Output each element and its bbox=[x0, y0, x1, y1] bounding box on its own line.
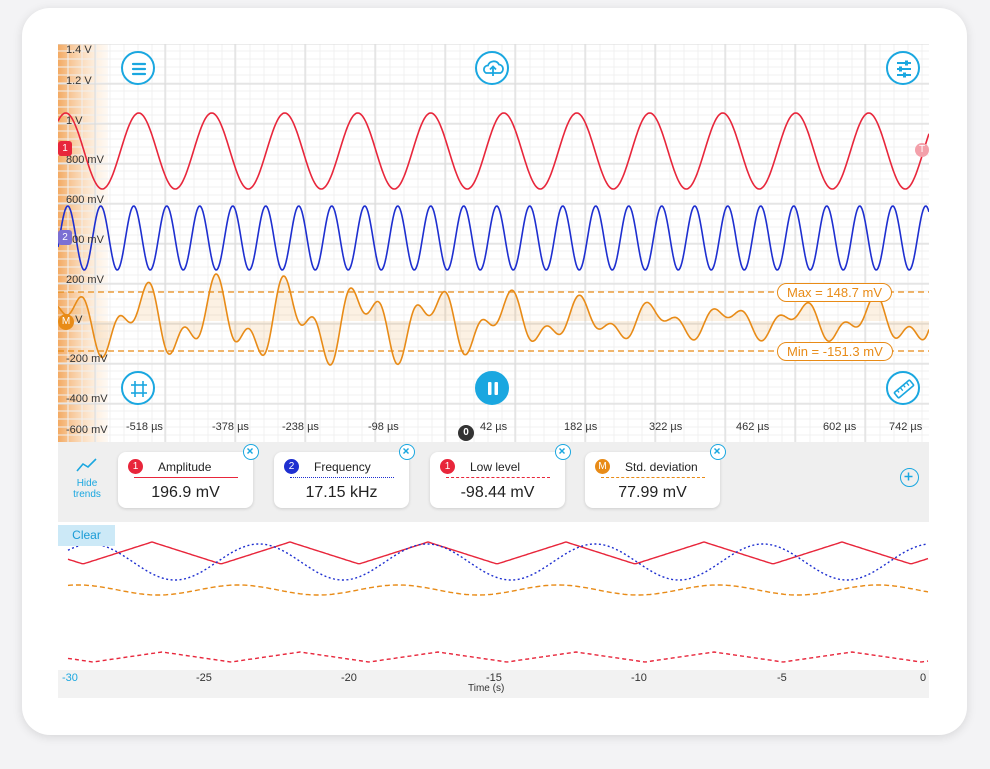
measurement-card-low-level[interactable]: 1 Low level -98.44 mV bbox=[430, 444, 571, 508]
voltage-tick-label: 1 V bbox=[66, 115, 83, 127]
std-deviation-trend bbox=[67, 584, 929, 596]
voltage-tick-label: 200 mV bbox=[66, 274, 104, 286]
time-tick-label: 322 µs bbox=[649, 421, 683, 433]
legend-line bbox=[134, 477, 238, 478]
trend-x-tick: -25 bbox=[196, 672, 212, 684]
time-tick-label: 462 µs bbox=[736, 421, 770, 433]
trend-x-tick: 0 bbox=[920, 672, 927, 684]
voltage-tick-label: -400 mV bbox=[66, 393, 108, 405]
measurements-bar: Hide trends 1 Amplitude 196.9 mV 2 Frequ… bbox=[58, 442, 929, 522]
voltage-tick-label: 1.2 V bbox=[66, 75, 92, 87]
measurement-value: -98.44 mV bbox=[460, 484, 535, 501]
trend-canvas bbox=[67, 541, 929, 663]
channel-badge: 2 bbox=[284, 459, 299, 474]
voltage-tick-label: 1.4 V bbox=[66, 44, 92, 56]
channel-1-marker[interactable]: 1 bbox=[58, 141, 72, 156]
hide-trends-label: Hide trends bbox=[73, 478, 101, 500]
trend-x-tick: -5 bbox=[777, 672, 787, 684]
voltage-tick-label: -200 mV bbox=[66, 353, 108, 365]
measurement-name: Std. deviation bbox=[625, 460, 698, 474]
close-icon[interactable] bbox=[555, 444, 571, 460]
trend-x-tick: -20 bbox=[341, 672, 357, 684]
pause-icon[interactable] bbox=[475, 371, 509, 405]
ruler-icon[interactable] bbox=[886, 371, 920, 405]
time-tick-label: -518 µs bbox=[126, 421, 163, 433]
legend-line bbox=[446, 477, 550, 478]
channel-2-marker[interactable]: 2 bbox=[58, 230, 72, 245]
math-channel-marker[interactable]: M bbox=[58, 314, 74, 330]
low-level-trend bbox=[67, 651, 929, 663]
trend-icon bbox=[76, 458, 97, 472]
trend-axis-title: Time (s) bbox=[468, 683, 505, 694]
measurement-value: 77.99 mV bbox=[618, 484, 687, 501]
channel-2-waveform bbox=[58, 205, 929, 271]
measurement-name: Amplitude bbox=[158, 460, 212, 474]
hide-trends-button[interactable]: Hide trends bbox=[62, 455, 112, 500]
frequency-trend bbox=[67, 543, 929, 581]
time-tick-label: -238 µs bbox=[282, 421, 319, 433]
legend-line bbox=[601, 477, 705, 478]
voltage-tick-label: 800 mV bbox=[66, 154, 104, 166]
legend-line bbox=[290, 477, 394, 478]
math-waveform bbox=[58, 273, 929, 366]
amplitude-trend bbox=[67, 541, 929, 565]
measurement-name: Low level bbox=[470, 460, 521, 474]
time-tick-label: 602 µs bbox=[823, 421, 857, 433]
time-tick-label: 42 µs bbox=[480, 421, 508, 433]
measurement-card-std-deviation[interactable]: M Std. deviation 77.99 mV bbox=[585, 444, 726, 508]
close-icon[interactable] bbox=[399, 444, 415, 460]
trend-time-axis: -30 -25 -20 -15 -10 -5 0 Time (s) bbox=[58, 670, 929, 698]
trigger-position-marker[interactable]: 0 bbox=[458, 425, 474, 441]
trend-x-tick: -10 bbox=[631, 672, 647, 684]
measurement-card-frequency[interactable]: 2 Frequency 17.15 kHz bbox=[274, 444, 415, 508]
channel-badge: 1 bbox=[128, 459, 143, 474]
measurement-card-amplitude[interactable]: 1 Amplitude 196.9 mV bbox=[118, 444, 259, 508]
measurement-value: 196.9 mV bbox=[151, 484, 220, 501]
add-measurement-icon[interactable] bbox=[900, 468, 919, 487]
max-annotation: Max = 148.7 mV bbox=[777, 283, 893, 302]
time-tick-label: 182 µs bbox=[564, 421, 598, 433]
channel-1-waveform bbox=[58, 112, 929, 190]
time-tick-label: -98 µs bbox=[368, 421, 399, 433]
voltage-tick-label: 600 mV bbox=[66, 194, 104, 206]
measurement-name: Frequency bbox=[314, 460, 371, 474]
grid-icon[interactable] bbox=[121, 371, 155, 405]
trend-x-tick: -15 bbox=[486, 672, 502, 684]
clear-button[interactable]: Clear bbox=[58, 525, 115, 546]
cloud-upload-icon[interactable] bbox=[475, 51, 509, 85]
close-icon[interactable] bbox=[710, 444, 726, 460]
trend-chart[interactable]: Clear -30 -25 -20 -15 -10 -5 0 Time (s) bbox=[58, 522, 929, 698]
channel-badge: 1 bbox=[440, 459, 455, 474]
close-icon[interactable] bbox=[243, 444, 259, 460]
sliders-icon[interactable] bbox=[886, 51, 920, 85]
channel-badge: M bbox=[595, 459, 610, 474]
min-annotation: Min = -151.3 mV bbox=[777, 342, 893, 361]
trend-x-tick: -30 bbox=[62, 672, 78, 684]
voltage-tick-label: 400 mV bbox=[66, 234, 104, 246]
time-tick-label: 742 µs bbox=[889, 421, 923, 433]
hamburger-menu-icon[interactable] bbox=[121, 51, 155, 85]
measurement-value: 17.15 kHz bbox=[305, 484, 378, 501]
waveform-canvas[interactable] bbox=[58, 44, 929, 442]
trigger-level-marker[interactable]: T bbox=[915, 143, 929, 157]
voltage-tick-label: -600 mV bbox=[66, 424, 108, 436]
time-tick-label: -378 µs bbox=[212, 421, 249, 433]
